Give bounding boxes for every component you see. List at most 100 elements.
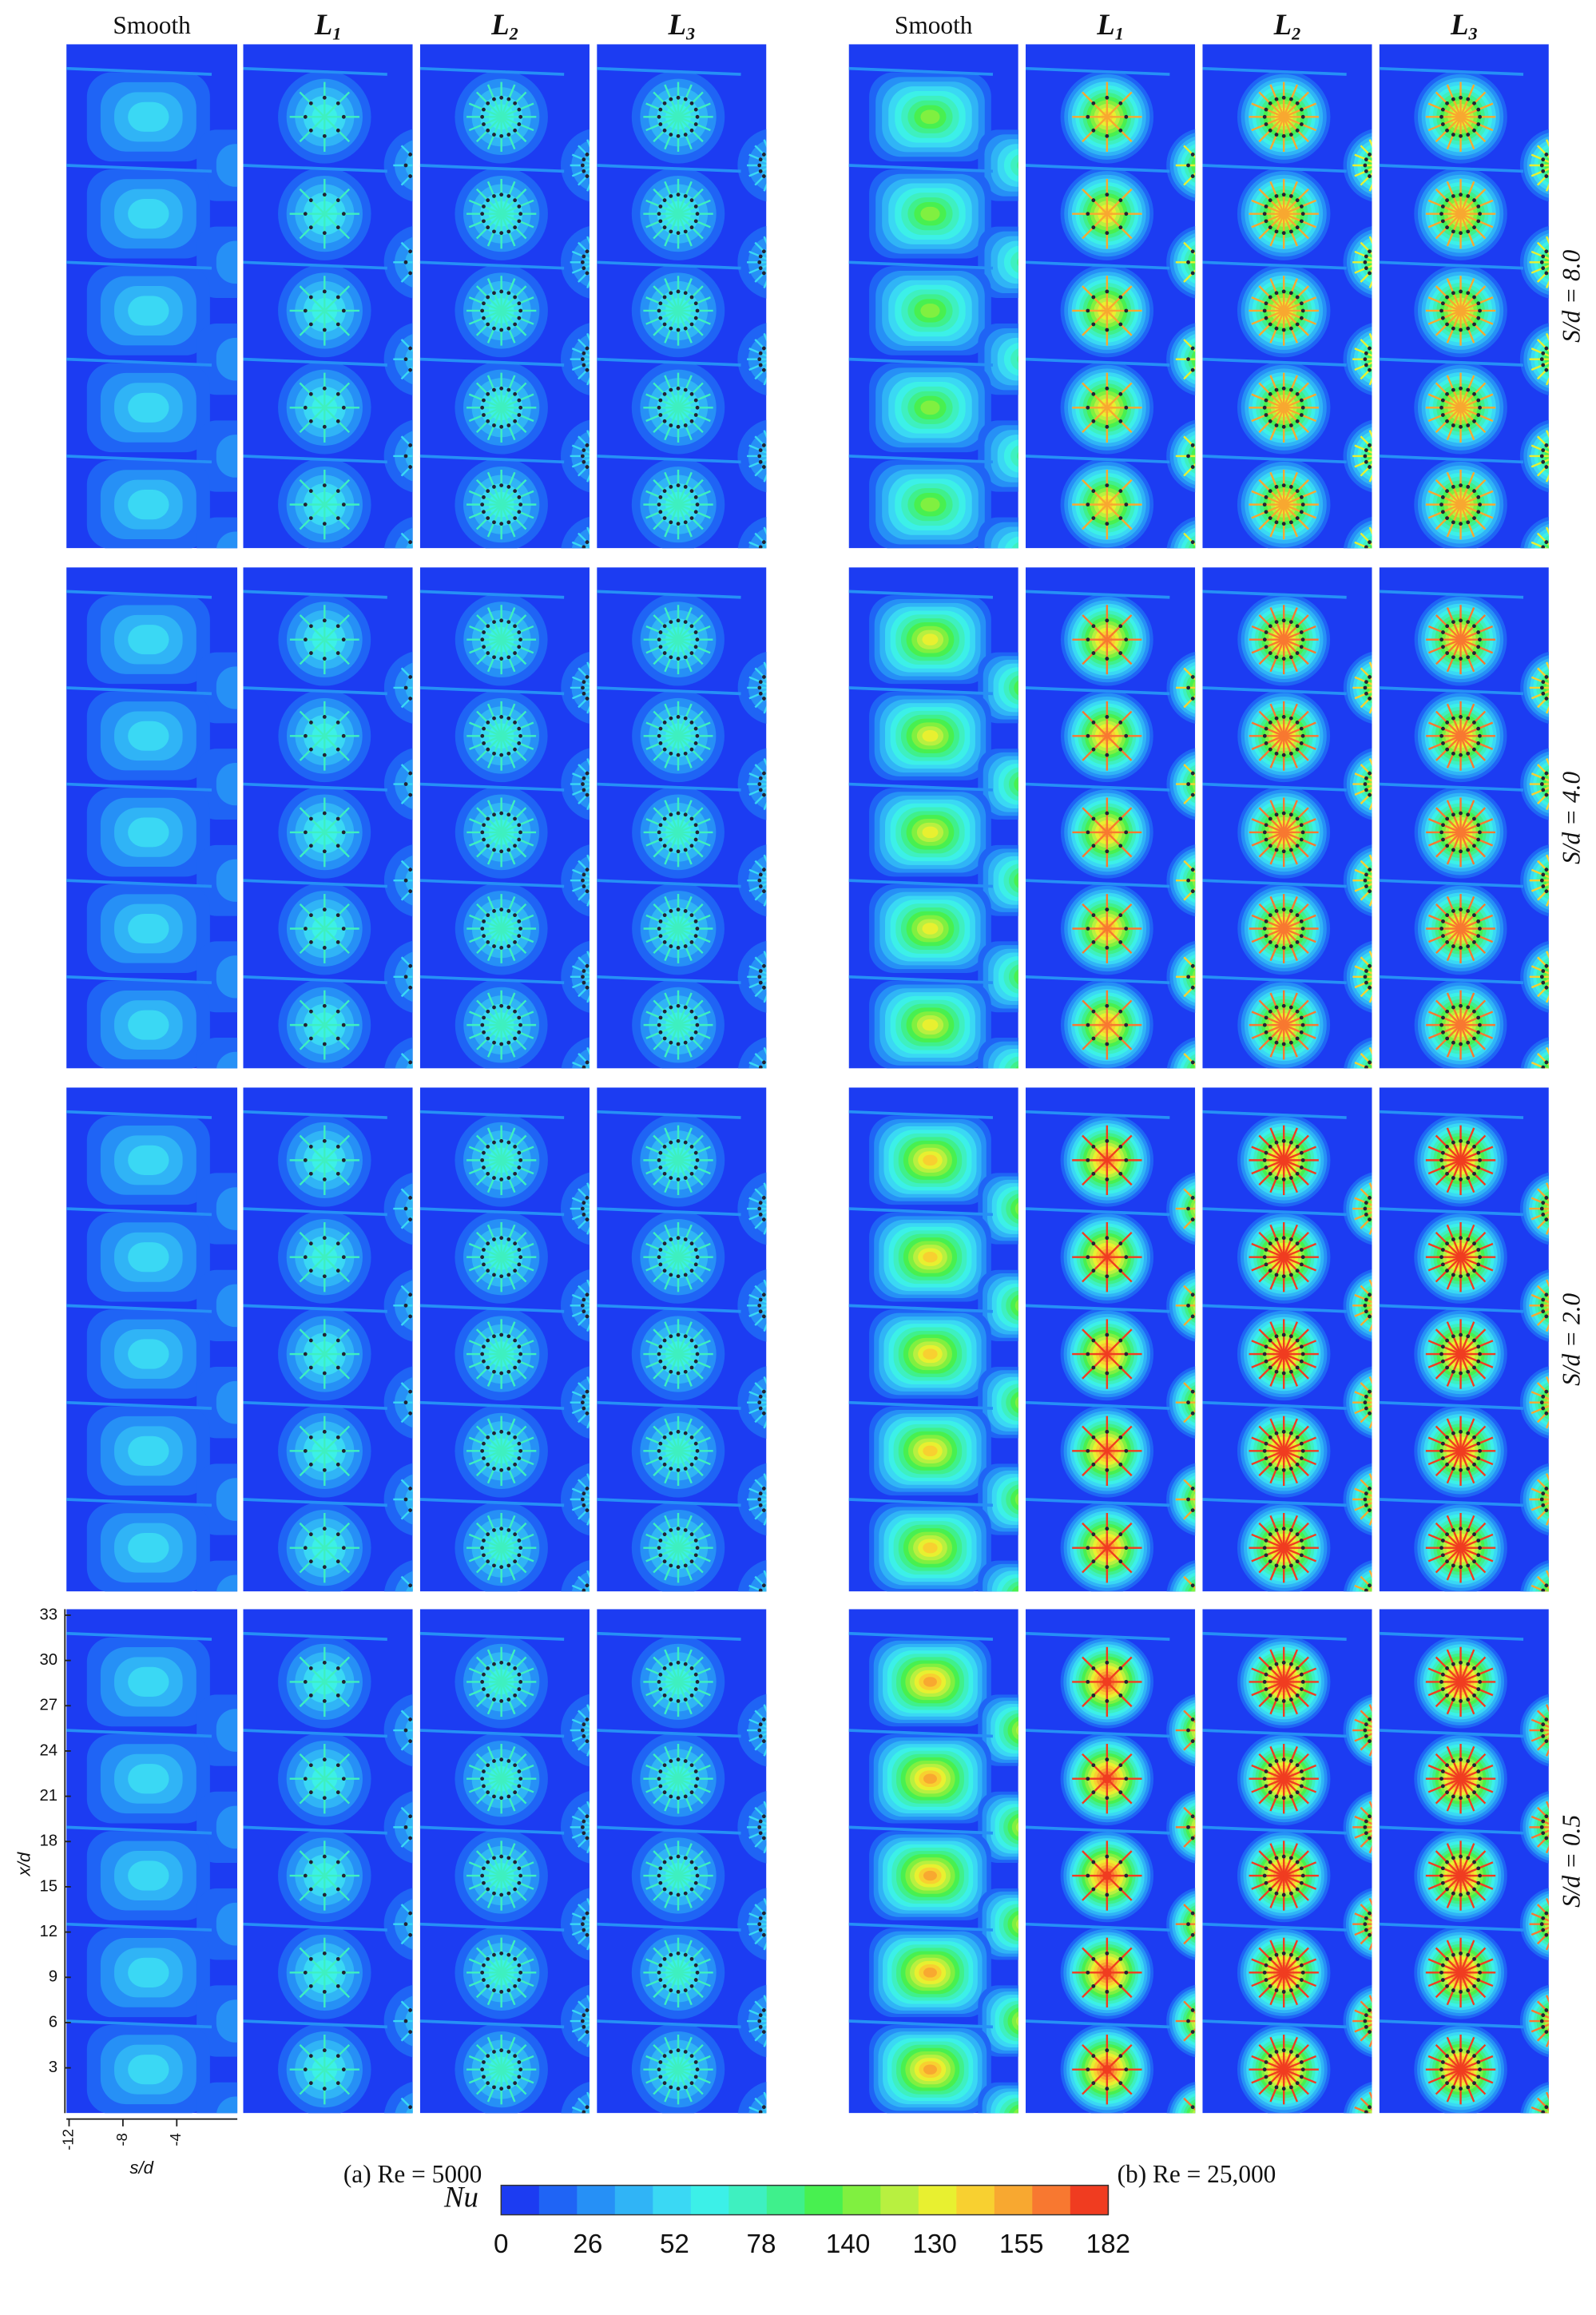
jet-hole xyxy=(1445,1036,1450,1041)
jet-hole xyxy=(517,316,522,320)
jet-hole xyxy=(1295,844,1300,848)
jet-hole xyxy=(1440,122,1445,126)
jet-hole xyxy=(773,179,777,183)
contour-level xyxy=(128,1533,169,1563)
spoke xyxy=(775,688,785,713)
contour-level xyxy=(922,1019,939,1031)
jet-hole xyxy=(506,229,511,234)
spoke xyxy=(763,430,767,439)
jet-hole xyxy=(581,975,585,979)
spoke xyxy=(775,359,785,385)
contour-level xyxy=(1010,445,1018,467)
contour-level xyxy=(1008,868,1018,893)
jet-hole xyxy=(1544,963,1549,968)
jet-hole xyxy=(1555,670,1559,674)
jet-hole xyxy=(1268,419,1272,423)
jet-hole xyxy=(303,1255,308,1260)
jet-hole xyxy=(1268,295,1272,300)
jet-hole xyxy=(676,811,681,816)
spoke xyxy=(1368,758,1372,767)
jet-hole xyxy=(1264,726,1268,731)
cell-boundary xyxy=(848,455,994,464)
jet-hole xyxy=(322,386,327,391)
jet-hole xyxy=(658,413,663,417)
jet-hole xyxy=(506,291,511,296)
jet-hole xyxy=(767,768,771,772)
cell-boundary xyxy=(243,975,387,985)
jet-hole xyxy=(1451,716,1455,721)
jet-hole xyxy=(1555,894,1559,898)
jet-hole xyxy=(787,557,791,561)
spoke xyxy=(775,542,800,553)
jet-hole xyxy=(693,630,698,634)
jet-hole xyxy=(585,346,590,351)
jet-hole xyxy=(1459,1003,1463,1008)
jet-hole xyxy=(1550,961,1554,965)
jet-hole xyxy=(1472,295,1476,300)
jet-hole xyxy=(482,823,486,828)
jet-hole xyxy=(1262,637,1267,642)
jet-hole xyxy=(492,133,496,137)
jet-hole xyxy=(767,700,771,704)
jet-hole xyxy=(1086,1022,1090,1027)
contour-level xyxy=(216,762,238,806)
jet-hole xyxy=(582,1077,586,1081)
jet-hole xyxy=(590,566,594,570)
jet-hole xyxy=(404,551,408,555)
spoke xyxy=(775,527,785,553)
jet-hole xyxy=(322,328,327,332)
jet-hole xyxy=(322,907,327,912)
jet-hole xyxy=(1124,308,1129,313)
jet-hole xyxy=(1550,275,1554,279)
jet-hole xyxy=(767,468,771,472)
jet-hole xyxy=(1544,562,1548,566)
jet-hole xyxy=(669,1040,673,1045)
jet-hole xyxy=(408,367,413,372)
contour-level xyxy=(1549,680,1565,696)
cell-boundary xyxy=(243,1596,387,1602)
jet-hole xyxy=(482,1262,486,1267)
jet-hole xyxy=(1561,892,1565,896)
jet-hole xyxy=(1445,128,1449,133)
jet-hole xyxy=(1472,101,1476,105)
jet-hole xyxy=(486,1241,490,1246)
jet-hole xyxy=(482,495,486,499)
spoke xyxy=(1545,430,1549,439)
jet-hole xyxy=(335,198,340,203)
spoke xyxy=(1557,165,1567,191)
cell-boundary xyxy=(848,975,994,985)
jet-hole xyxy=(1288,194,1293,198)
spoke xyxy=(586,705,590,714)
jet-hole xyxy=(1472,322,1476,327)
jet-hole xyxy=(303,308,308,313)
jet-hole xyxy=(676,133,681,138)
jet-hole xyxy=(767,796,771,800)
spoke xyxy=(1557,1047,1567,1073)
jet-hole xyxy=(513,624,517,629)
spoke xyxy=(1557,456,1582,467)
contour-panel xyxy=(419,1087,590,1592)
jet-hole xyxy=(1268,128,1272,133)
cell-boundary xyxy=(849,1073,993,1078)
jet-hole xyxy=(1570,460,1574,464)
spoke xyxy=(1355,1073,1380,1083)
jet-hole xyxy=(517,823,522,828)
jet-hole xyxy=(758,980,763,985)
jet-hole xyxy=(1300,1022,1305,1027)
spoke xyxy=(775,456,800,467)
jet-hole xyxy=(762,792,766,797)
jet-hole xyxy=(1451,133,1455,137)
jet-hole xyxy=(1561,468,1565,472)
cell-boundary xyxy=(66,1596,212,1602)
jet-hole xyxy=(787,266,791,270)
jet-hole xyxy=(1118,198,1123,203)
contour-level xyxy=(1017,355,1018,363)
jet-hole xyxy=(658,1030,663,1034)
jet-hole xyxy=(788,782,792,786)
jet-hole xyxy=(492,423,496,427)
spoke xyxy=(775,456,795,476)
jet-hole xyxy=(767,537,771,541)
jet-hole xyxy=(403,1497,408,1502)
jet-hole xyxy=(773,1056,777,1060)
jet-hole xyxy=(482,398,486,403)
